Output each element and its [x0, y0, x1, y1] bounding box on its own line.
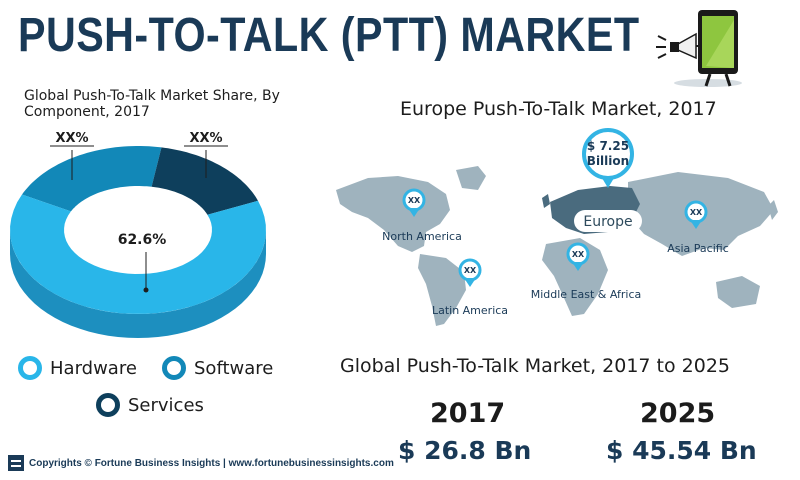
- footer-text: Copyrights © Fortune Business Insights |…: [29, 457, 394, 469]
- callout-dot-hardware: [143, 287, 149, 293]
- map-greenland: [456, 166, 486, 190]
- company-logo-icon: [8, 455, 24, 471]
- slice-label-services: XX%: [189, 131, 222, 146]
- legend-item-software: Software: [162, 356, 273, 380]
- map-latin-america: [418, 254, 466, 326]
- middle-east-africa-value: XX: [572, 250, 585, 259]
- donut-slice-hardware: [10, 194, 266, 314]
- map-landmass: [336, 166, 778, 326]
- donut-chart: XX% XX% 62.6%: [10, 131, 266, 338]
- legend-swatch-services: [96, 393, 120, 417]
- north-america-label: North America: [382, 230, 462, 243]
- map-title: Europe Push-To-Talk Market, 2017: [400, 98, 717, 120]
- legend-item-services: Services: [96, 393, 204, 417]
- map-pin-middle-east-africa: XX Middle East & Africa: [531, 242, 642, 301]
- legend-label-services: Services: [128, 394, 204, 416]
- map-australia: [716, 276, 760, 308]
- map-pin-asia-pacific: XX Asia Pacific: [667, 200, 729, 255]
- market-value-2017: $ 26.8 Bn: [398, 436, 532, 465]
- legend-swatch-software: [162, 356, 186, 380]
- footer-copyright: Copyrights © Fortune Business Insights |…: [8, 455, 394, 471]
- asia-pacific-label: Asia Pacific: [667, 242, 729, 255]
- market-year-2017: 2017: [430, 398, 506, 429]
- slice-label-hardware: 62.6%: [118, 232, 167, 248]
- north-america-value: XX: [408, 196, 421, 205]
- map-africa: [542, 238, 608, 316]
- market-year-2025: 2025: [640, 398, 716, 429]
- map-pin-latin-america: XX Latin America: [432, 258, 508, 317]
- page-title: PUSH-TO-TALK (PTT) MARKET: [18, 9, 640, 62]
- market-size-title: Global Push-To-Talk Market, 2017 to 2025: [340, 355, 731, 377]
- legend-swatch-hardware: [18, 356, 42, 380]
- middle-east-africa-label: Middle East & Africa: [531, 288, 642, 301]
- donut-slice-services: [151, 147, 258, 215]
- map-pin-north-america: XX North America: [382, 188, 462, 243]
- europe-value-pin: $ 7.25 Billion: [582, 128, 634, 188]
- market-value-2025: $ 45.54 Bn: [606, 436, 757, 465]
- legend-item-hardware: Hardware: [18, 356, 137, 380]
- europe-label: Europe: [583, 214, 632, 230]
- slice-label-software: XX%: [55, 131, 88, 146]
- europe-label-box: [574, 210, 642, 232]
- donut-chart-title: Global Push-To-Talk Market Share, By Com…: [24, 88, 280, 120]
- legend-label-hardware: Hardware: [50, 357, 137, 379]
- donut-slice-software: [22, 146, 162, 212]
- asia-pacific-value: XX: [690, 208, 703, 217]
- donut-hole-outline: [64, 186, 212, 274]
- donut-wall-hardware: [10, 230, 266, 338]
- map-japan: [768, 200, 778, 220]
- world-map: Europe $ 7.25 Billion XX North America X…: [336, 128, 778, 326]
- legend-label-software: Software: [194, 357, 274, 379]
- latin-america-label: Latin America: [432, 304, 508, 317]
- map-uk: [542, 194, 550, 208]
- europe-value: $ 7.25: [587, 139, 629, 153]
- latin-america-value: XX: [464, 266, 477, 275]
- smartphone-with-megaphone-icon: [656, 10, 742, 87]
- europe-unit: Billion: [587, 154, 629, 168]
